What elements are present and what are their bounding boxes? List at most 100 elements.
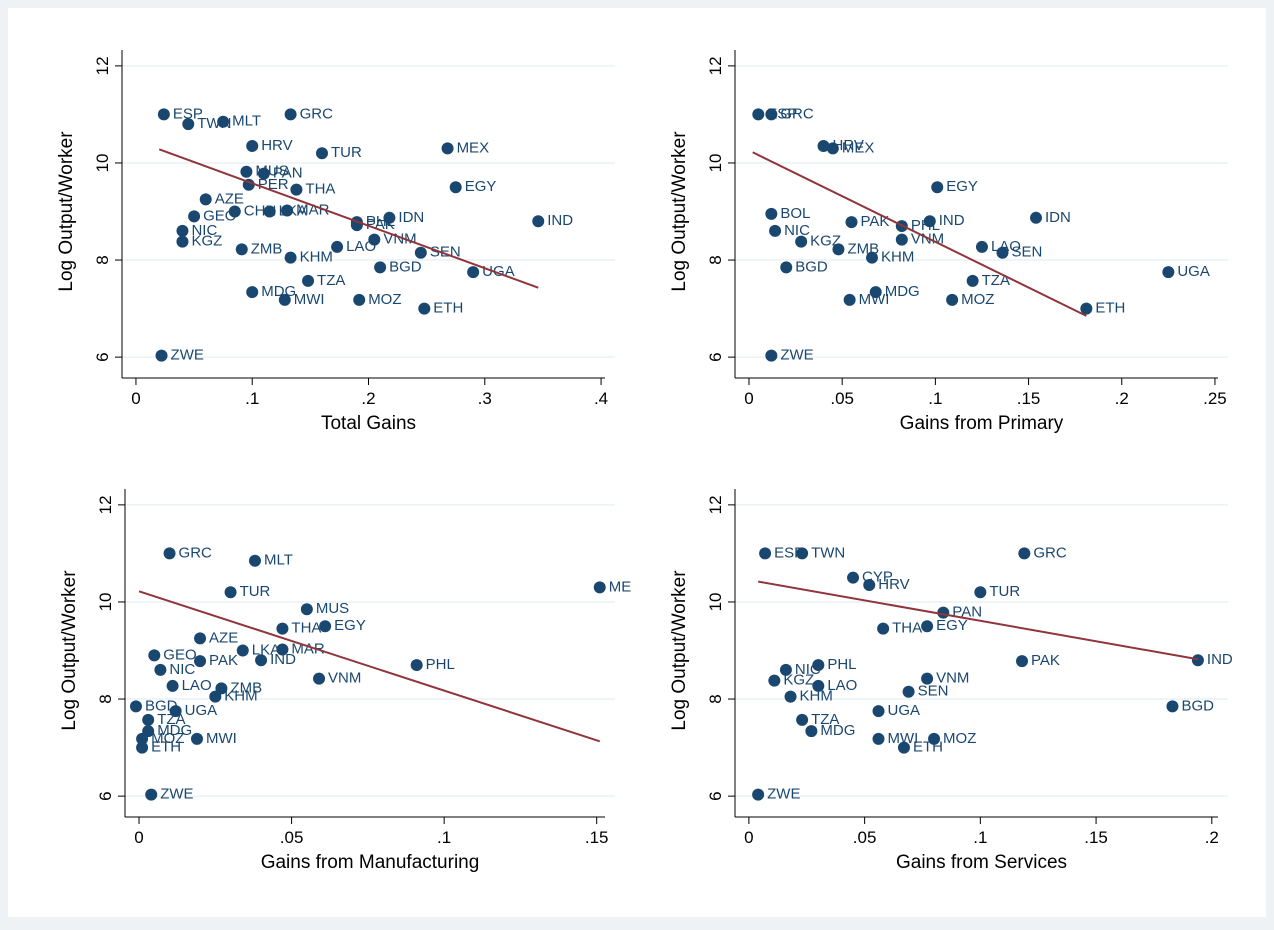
y-tick-label: 10	[96, 592, 115, 611]
point-label: HRV	[261, 137, 292, 154]
point-label: MOZ	[943, 730, 976, 747]
point	[869, 286, 882, 299]
point-label: TZA	[157, 711, 185, 728]
point	[872, 705, 885, 718]
fit-line	[158, 148, 539, 289]
point-label: LAO	[346, 238, 376, 255]
point-label: TZA	[317, 272, 345, 289]
point	[313, 672, 326, 685]
point	[276, 643, 289, 656]
point-label: MLT	[264, 552, 293, 569]
point-label: ESP	[767, 105, 797, 122]
point	[368, 233, 381, 246]
point	[136, 732, 149, 745]
point	[240, 165, 253, 178]
point	[224, 586, 237, 599]
x-axis-title: Gains from Services	[896, 852, 1067, 873]
point	[532, 215, 545, 228]
point	[817, 139, 830, 152]
point-label: NIC	[784, 222, 810, 239]
point	[796, 713, 809, 726]
point	[209, 690, 222, 703]
point-label: BGD	[795, 258, 828, 275]
point-label: ETH	[913, 739, 943, 756]
y-tick-label: 12	[706, 56, 725, 75]
y-tick-label: 8	[93, 255, 112, 264]
point	[194, 632, 207, 645]
point-label: MAR	[296, 201, 330, 218]
point	[246, 139, 259, 152]
point	[154, 663, 167, 676]
y-tick-label: 6	[706, 352, 725, 361]
point-label: TUR	[240, 583, 271, 600]
x-tick-label: .3	[478, 389, 492, 408]
x-tick-label: .2	[1115, 389, 1129, 408]
point-label: ZWE	[780, 347, 813, 364]
x-tick-label: .2	[1205, 828, 1219, 847]
point	[765, 349, 778, 362]
point	[768, 674, 781, 687]
fit-line	[752, 151, 1087, 317]
point-label: TZA	[982, 272, 1010, 289]
x-tick-label: .25	[1203, 389, 1227, 408]
graph-region	[8, 8, 1266, 917]
point	[1080, 302, 1093, 315]
point-label: PAK	[1031, 652, 1060, 669]
point-label: ESP	[774, 544, 804, 561]
panel: 6 8 10 12 0 .05 .1 .15 .2 Gains from Services Log …	[669, 489, 1233, 873]
point	[235, 243, 248, 256]
point-label: MWI	[859, 291, 890, 308]
point-label: PHL	[426, 656, 455, 673]
point-label: MOZ	[368, 291, 401, 308]
point	[191, 732, 204, 745]
point-label: ZWE	[767, 786, 800, 803]
point-label: CYP	[862, 569, 893, 586]
point-label: SEN	[1011, 244, 1042, 261]
point	[142, 713, 155, 726]
point-label: MDG	[261, 283, 296, 300]
point	[1030, 211, 1043, 224]
point	[157, 108, 170, 121]
point-label: THA	[892, 620, 922, 637]
point-label: HRV	[878, 576, 909, 593]
point	[441, 142, 454, 155]
point	[467, 266, 480, 279]
point-label: EGY	[936, 617, 968, 634]
point	[284, 108, 297, 121]
point-label: IND	[547, 212, 573, 229]
point	[290, 183, 303, 196]
point	[176, 235, 189, 248]
y-tick-label: 8	[706, 255, 725, 264]
y-axis-title: Log Output/Worker	[59, 570, 80, 731]
point	[895, 233, 908, 246]
point	[199, 193, 212, 206]
point-label: MWI	[206, 730, 237, 747]
point-label: KGZ	[810, 233, 841, 250]
point	[974, 586, 987, 599]
point-label: BOL	[780, 205, 810, 222]
point-label: MEX	[457, 139, 490, 156]
y-axis-title: Log Output/Worker	[56, 131, 77, 292]
point-label: VNM	[936, 670, 969, 687]
point-label: EGY	[465, 178, 497, 195]
point	[136, 741, 149, 754]
point-label: MDG	[157, 722, 192, 739]
point-label: PAN	[273, 165, 303, 182]
point	[236, 644, 249, 657]
point	[319, 620, 332, 633]
point-label: HRV	[833, 137, 864, 154]
y-tick-label: 6	[706, 791, 725, 800]
point-label: MLT	[232, 113, 261, 130]
point	[593, 581, 606, 594]
point	[182, 118, 195, 131]
x-tick-label: 0	[744, 389, 753, 408]
point	[374, 261, 387, 274]
point	[897, 741, 910, 754]
point	[865, 251, 878, 264]
fit-line	[757, 580, 1199, 661]
point-label: GRC	[179, 544, 213, 561]
point	[923, 215, 936, 228]
point	[826, 142, 839, 155]
point	[281, 204, 294, 217]
point-label: GRC	[300, 105, 334, 122]
